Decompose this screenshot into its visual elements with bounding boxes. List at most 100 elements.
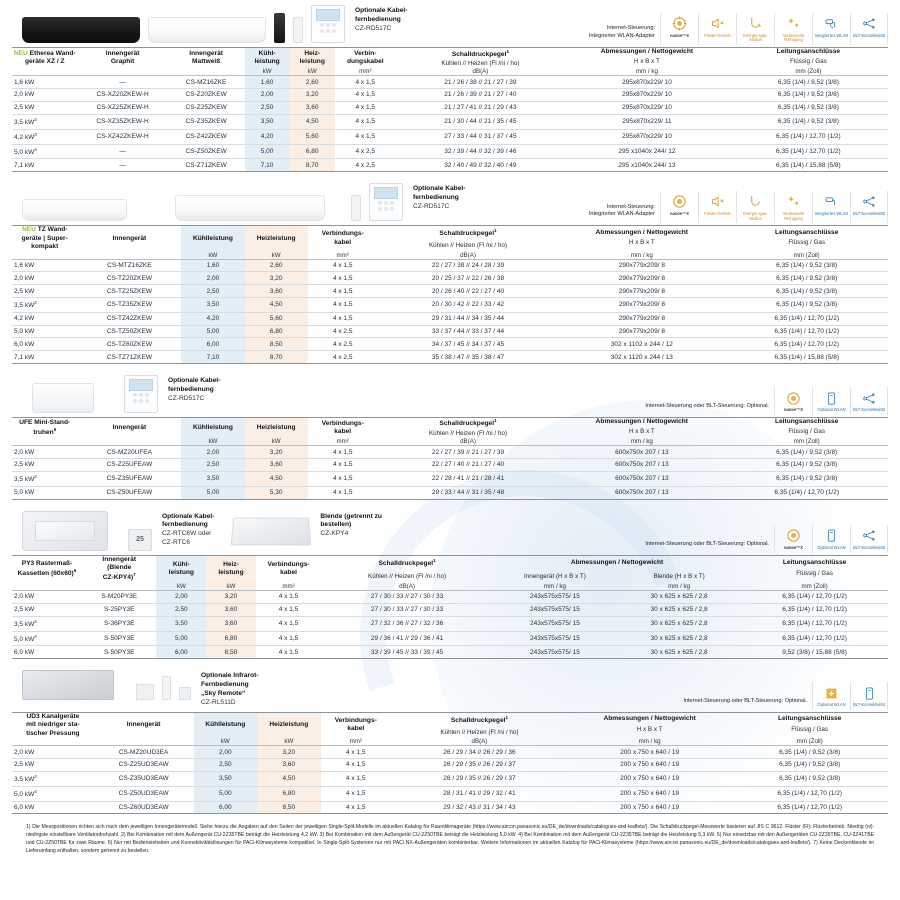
table-cell: CS-TZ42ZKEW [77, 312, 182, 326]
col-indoor-unit: Innengerät [112, 423, 147, 431]
table-cell: 6,35 (1/4) / 12,70 (1/2) [728, 144, 888, 160]
feature-blt-connectivity: BLT-Konnektivität [850, 387, 888, 415]
table-cell: 2,0 kW [12, 88, 78, 102]
table-cell: 290x779x209/ 8 [558, 312, 726, 326]
caption-model: CZ-KPY4 [320, 530, 349, 538]
table-cell: 295x870x229/ 10 [565, 129, 729, 145]
table-cell: 2,00 [156, 590, 207, 604]
col-connections: Leitungsanschlüsse Flüssig / Gas [729, 48, 888, 69]
remote-dark-image [274, 13, 285, 43]
table-cell: 243x575x575/ 15 [492, 631, 618, 647]
unit-noise: dB(A) [472, 68, 489, 76]
internet-control-label: Internet-Steuerung: Integrierter WLAN-Ad… [588, 203, 655, 218]
noise-condition-label: Kühlen // Heizen (Fl /ni / ho) [428, 242, 508, 250]
table-row: 5,0 kW CS-TZ50ZKEW 5,00 6,80 4 x 2,5 33 / 37 … [12, 325, 888, 339]
feature-label: Optional WLAN [817, 702, 846, 708]
col-dimensions-sub: H x B x T [628, 428, 655, 436]
table-cell: 6,0 kW [12, 337, 78, 352]
feature-nanoe-x: nanoe™X [774, 524, 812, 553]
table-cell: 4 x 1,5 [307, 284, 378, 298]
table-row: 6,0 kW CS-Z60UD3EAW 6,00 8,50 4 x 1,5 29 / 32… [12, 801, 888, 815]
product-images-ud3 [12, 670, 191, 701]
caption-blende: Blende (getrennt zu bestellen) CZ-KPY4 [320, 513, 382, 540]
table-cell: 3,5 kW2 [12, 297, 78, 313]
feature-label: Optional WLAN [817, 544, 846, 550]
table-cell: CS-Z50ZKEW [167, 144, 245, 160]
table-cell: 22 / 27 / 39 // 21 / 27 / 39 [377, 445, 559, 460]
table-cell: 30 x 625 x 625 / 2,8 [617, 616, 742, 632]
unit-dimensions: mm / kg [543, 583, 566, 591]
table-cell: 6,80 [289, 144, 335, 160]
table-row: 3,5 kW2 CS-TZ35ZKEW 3,50 4,50 4 x 1,5 20 / 30… [12, 297, 888, 313]
table-row: 2,0 kW CS-MZ20UD3EA 2,00 3,20 4 x 1,5 26 / 29… [12, 745, 888, 759]
table-cell: 6,35 (1/4) / 12,70 (1/2) [725, 337, 888, 352]
table-cell: 6,35 (1/4) / 9,52 (3/8) [728, 75, 888, 90]
feature-label: Verbesserte Reinigung [782, 210, 805, 221]
table-cell: CS-Z35ZKEW [167, 114, 245, 130]
feature-label: Flüster-betrieb [704, 210, 731, 216]
table-cell: CS-Z20ZKEW [167, 88, 245, 102]
caption-infrared-remote: Optionale Infrarot- Fernbedienung „Sky R… [201, 672, 259, 708]
product-images-ufe [12, 374, 158, 413]
table-cell: 4 x 1,5 [320, 745, 391, 759]
feature-label: Verbesserte Reinigung [782, 32, 805, 43]
unit-connections: mm (Zoll) [796, 738, 823, 746]
feature-label: Optional WLAN [817, 407, 846, 413]
table-cell: 4 x 1,5 [307, 259, 378, 273]
table-cell: 2,00 [193, 745, 258, 759]
table-cell: 302 x 1120 x 244 / 13 [558, 350, 726, 364]
energy-saving-icon [748, 193, 763, 211]
col-connections: Leitungsanschlüsse Flüssig / Gas [741, 555, 888, 583]
caption-title: Optionale Kabel- fernbedienung [413, 185, 466, 202]
unit-heating: kW [244, 438, 308, 446]
table-cell: 2,50 [181, 458, 245, 472]
table-cell: 2,60 [289, 75, 335, 90]
table-cell: 8,50 [206, 645, 256, 660]
unit-cable: mm² [282, 583, 295, 591]
product-strip-ufe: Optionale Kabel- fernbedienung CZ-RD517C… [12, 370, 888, 417]
feature-icon-row: Optional WLAN BLT-Konnektivität [812, 682, 888, 710]
table-cell: 6,35 (1/4) / 12,70 (1/2) [731, 786, 888, 802]
wifi-hand-icon [824, 389, 839, 407]
table-cell: 6,35 (1/4) / 12,70 (1/2) [731, 801, 888, 815]
table-cell: 4,2 kW [12, 312, 78, 326]
table-cell: — [77, 75, 168, 90]
table-cell: 6,35 (1/4) / 12,70 (1/2) [725, 312, 888, 326]
col-cable: Verbin- dungskabel [346, 49, 384, 66]
product-images-etherea [12, 5, 345, 43]
table-cell: 6,35 (1/4) / 15,88 (5/8) [725, 350, 888, 364]
table-cell: 4,50 [289, 114, 335, 130]
table-cell: 6,0 kW [12, 645, 82, 660]
unit-dimensions: mm / kg [635, 68, 658, 76]
table-cell: CS-TZ50ZKEW [77, 325, 182, 339]
table-cell: CS-TZ20ZKEW [77, 271, 182, 286]
col-heating: Heiz- leistung [289, 47, 335, 69]
table-row: 2,5 kW S-25PY3E 2,50 3,60 4 x 1,5 27 / 30 / 3… [12, 603, 888, 617]
col-cable: Verbindungs- kabel [267, 560, 310, 577]
table-cell: CS-MZ20UFEA [77, 445, 182, 460]
table-header-row: NEU Etherea Wand- geräte XZ / Z Innenger… [12, 47, 888, 69]
table-cell: 290x779x209/ 8 [558, 284, 726, 298]
table-cell: 26 / 29 / 35 // 26 / 29 / 37 [390, 758, 568, 772]
caption-title: Optionale Kabel- fernbedienung [168, 376, 221, 393]
table-cell: 200 x 750 x 640 / 19 [567, 801, 732, 815]
col-connections-sub: Flüssig / Gas [790, 58, 827, 66]
table-cell: 6,35 (1/4) / 9,52 (3/8) [725, 458, 888, 472]
duct-unit-image [22, 670, 114, 701]
table-cell: 3,50 [181, 297, 245, 313]
table-header-row: UD3 Kanalgeräte mit niedriger sta- tisch… [12, 712, 888, 739]
table-row: 2,0 kW S-M20PY3E 2,00 3,20 4 x 1,5 27 / 30 / … [12, 590, 888, 604]
unit-cooling: kW [156, 583, 207, 591]
table-cell: 5,60 [244, 312, 308, 326]
table-row: 2,0 kW CS-XZ20ZKEW-H CS-Z20ZKEW 2,00 3,20 4 x… [12, 88, 888, 102]
table-subheader-row: Kühlen // Heizen (Fl /ni / ho) [12, 60, 888, 69]
col-capacity: NEU Etherea Wand- geräte XZ / Z [13, 49, 76, 66]
table-cell: 3,5 kW2 [12, 616, 82, 632]
table-unit-row: kW kW mm² dB(A) mm / kg mm (Zoll) [12, 438, 888, 446]
table-cell: 33 / 37 / 44 // 33 / 37 / 44 [377, 325, 559, 339]
unit-connections: mm (Zoll) [793, 251, 820, 259]
table-cell: 29 / 36 / 41 // 29 / 36 / 41 [321, 631, 493, 647]
table-cell: S-M20PY3E [81, 590, 157, 604]
unit-connections: mm (Zoll) [793, 438, 820, 446]
feature-label: Energie-spar-Modus [743, 210, 768, 221]
